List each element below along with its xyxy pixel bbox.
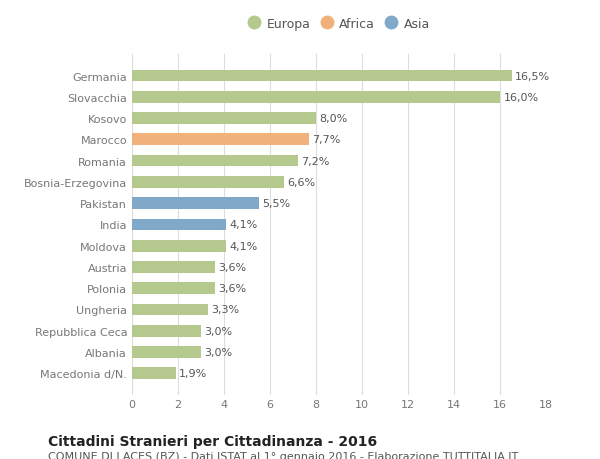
Bar [132,283,215,294]
Text: 6,6%: 6,6% [287,178,316,187]
Bar [132,113,316,125]
Text: 1,9%: 1,9% [179,369,208,379]
Bar [132,368,176,379]
Bar [132,347,201,358]
Text: 4,1%: 4,1% [230,220,258,230]
Text: 3,0%: 3,0% [205,347,233,357]
Text: 16,5%: 16,5% [515,71,550,81]
Bar [132,156,298,167]
Text: 8,0%: 8,0% [319,114,348,124]
Text: 5,5%: 5,5% [262,199,290,209]
Text: 3,3%: 3,3% [211,305,239,315]
Bar [132,241,226,252]
Bar [132,304,208,316]
Text: 4,1%: 4,1% [230,241,258,251]
Text: 3,6%: 3,6% [218,284,247,294]
Bar [132,325,201,337]
Bar [132,219,226,231]
Text: Cittadini Stranieri per Cittadinanza - 2016: Cittadini Stranieri per Cittadinanza - 2… [48,434,377,448]
Bar [132,92,500,103]
Bar [132,198,259,209]
Text: 16,0%: 16,0% [503,93,539,102]
Bar [132,177,284,188]
Text: 3,0%: 3,0% [205,326,233,336]
Text: 7,2%: 7,2% [301,156,329,166]
Text: 7,7%: 7,7% [313,135,341,145]
Legend: Europa, Africa, Asia: Europa, Africa, Asia [244,14,434,34]
Bar [132,71,511,82]
Bar [132,134,309,146]
Text: 3,6%: 3,6% [218,263,247,272]
Bar [132,262,215,273]
Text: COMUNE DI LACES (BZ) - Dati ISTAT al 1° gennaio 2016 - Elaborazione TUTTITALIA.I: COMUNE DI LACES (BZ) - Dati ISTAT al 1° … [48,451,518,459]
